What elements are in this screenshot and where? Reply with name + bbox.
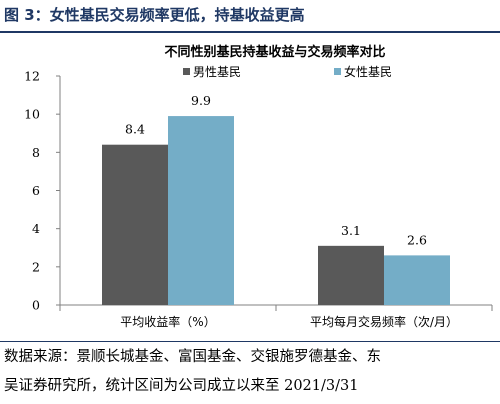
legend-swatch bbox=[334, 68, 341, 75]
data-labels-group: 8.4 3.1 9.9 2.6 bbox=[125, 93, 427, 247]
y-axis: 0 2 4 6 8 10 12 bbox=[24, 69, 61, 313]
legend: 男性基民 女性基民 bbox=[183, 64, 392, 79]
data-label: 2.6 bbox=[407, 232, 427, 247]
y-tick-label: 12 bbox=[24, 69, 40, 84]
y-tick-label: 10 bbox=[24, 107, 40, 122]
source-line-2: 吴证券研究所，统计区间为公司成立以来至 2021/3/31 bbox=[4, 378, 359, 394]
chart-title: 不同性别基民持基收益与交易频率对比 bbox=[164, 44, 385, 60]
y-tick-label: 0 bbox=[32, 298, 40, 313]
data-label: 8.4 bbox=[125, 122, 145, 137]
legend-swatch bbox=[183, 68, 190, 75]
y-tick-label: 8 bbox=[32, 145, 40, 160]
bar bbox=[168, 116, 234, 305]
source-rule bbox=[0, 341, 500, 342]
y-tick-label: 4 bbox=[32, 221, 40, 236]
x-category-label: 平均每月交易频率（次/月） bbox=[310, 314, 458, 329]
figure-title: 图 3：女性基民交易频率更低，持基收益更高 bbox=[4, 6, 305, 24]
bar bbox=[102, 144, 168, 305]
legend-label: 女性基民 bbox=[344, 64, 392, 79]
y-tick-label: 2 bbox=[32, 259, 40, 274]
bars-group bbox=[102, 116, 450, 305]
source-note: 数据来源：景顺长城基金、富国基金、交银施罗德基金、东 吴证券研究所，统计区间为公… bbox=[0, 343, 500, 401]
data-label: 9.9 bbox=[191, 93, 211, 108]
bar-chart: 不同性别基民持基收益与交易频率对比 男性基民 女性基民 0 2 4 6 8 10 12 平均收… bbox=[24, 44, 493, 329]
y-tick-label: 6 bbox=[32, 183, 40, 198]
bar bbox=[318, 245, 384, 305]
x-axis: 平均收益率（%） 平均每月交易频率（次/月） bbox=[59, 304, 493, 329]
title-rule bbox=[0, 31, 500, 33]
data-label: 3.1 bbox=[341, 223, 361, 238]
legend-label: 男性基民 bbox=[193, 65, 241, 79]
source-line-1: 数据来源：景顺长城基金、富国基金、交银施罗德基金、东 bbox=[4, 349, 381, 365]
x-category-label: 平均收益率（%） bbox=[120, 314, 215, 329]
bar bbox=[384, 255, 450, 305]
